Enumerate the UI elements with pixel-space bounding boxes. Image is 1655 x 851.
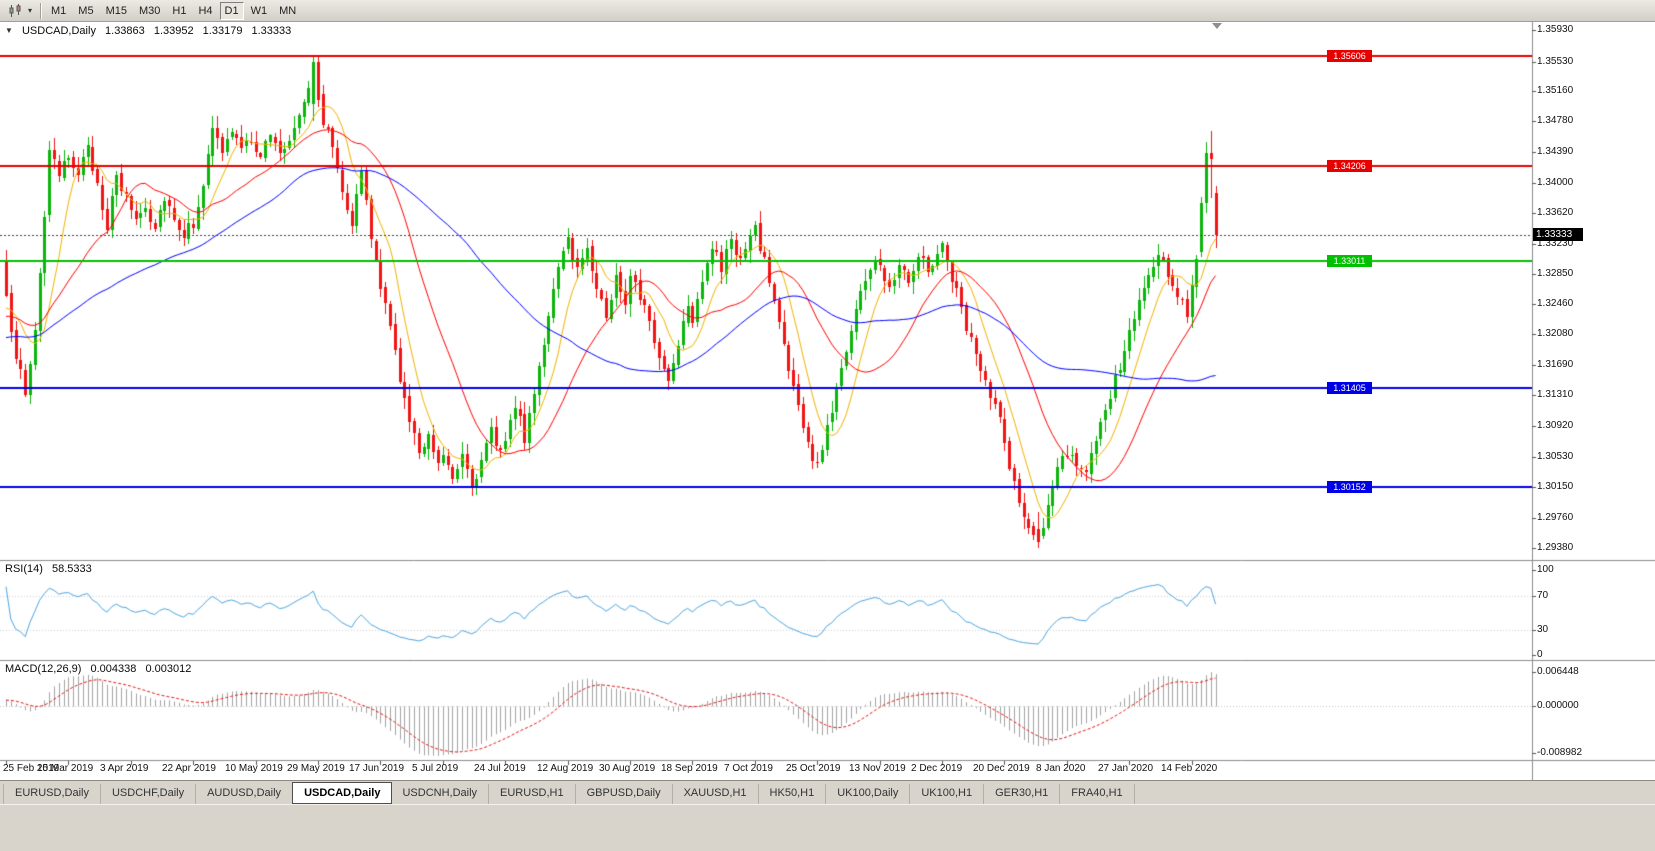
timeframe-toolbar: ▾ M1 M5 M15 M30 H1 H4 D1 W1 MN [0, 0, 1655, 22]
chart-tab-audusd-daily[interactable]: AUDUSD,Daily [196, 784, 294, 804]
price-axis-label: 1.29760 [1537, 511, 1574, 523]
price-axis-label: 1.30920 [1537, 420, 1574, 432]
price-axis-label: 1.33620 [1537, 206, 1574, 218]
symbol-timeframe-label: USDCAD,Daily [21, 25, 96, 37]
timeframe-button-m30[interactable]: M30 [138, 4, 161, 17]
quote-close: 1.33333 [251, 25, 292, 37]
chart-tab-uk100-daily[interactable]: UK100,Daily [826, 784, 911, 804]
price-chart-canvas[interactable] [0, 22, 1655, 780]
price-level-tag: 1.31405 [1327, 381, 1372, 394]
date-axis-label: 25 Oct 2019 [786, 763, 841, 774]
chart-tab-fra40-h1[interactable]: FRA40,H1 [1060, 784, 1135, 804]
macd-main-value: 0.004338 [90, 663, 137, 675]
date-axis-label: 15 Mar 2019 [37, 763, 94, 774]
chart-type-icon[interactable] [5, 2, 25, 20]
date-axis-label: 25 Feb 2019 [3, 763, 60, 774]
rsi-axis-label: 100 [1537, 564, 1554, 575]
date-axis-label: 18 Sep 2019 [661, 763, 718, 774]
price-axis-label: 1.32850 [1537, 267, 1574, 279]
quote-open: 1.33863 [105, 25, 145, 37]
date-axis-label: 3 Apr 2019 [100, 763, 149, 774]
chart-tab-usdchf-daily[interactable]: USDCHF,Daily [101, 784, 197, 804]
date-axis-label: 5 Jul 2019 [412, 763, 459, 774]
date-axis-label: 22 Apr 2019 [162, 763, 216, 774]
timeframe-button-m15[interactable]: M15 [105, 4, 127, 17]
chart-tab-eurusd-h1[interactable]: EURUSD,H1 [489, 784, 576, 804]
rsi-indicator-header: RSI(14) 58.5333 [5, 563, 98, 575]
rsi-axis-label: 30 [1537, 623, 1549, 635]
price-axis-label: 1.31310 [1537, 389, 1574, 401]
date-axis-label: 7 Oct 2019 [724, 763, 773, 774]
chart-tab-eurusd-daily[interactable]: EURUSD,Daily [3, 784, 101, 804]
date-axis-label: 10 May 2019 [225, 763, 283, 774]
price-axis-label: 1.34390 [1537, 145, 1574, 157]
price-axis[interactable]: 1.35930 1.35530 1.35160 1.34780 1.34390 1.340… [1532, 22, 1655, 780]
price-axis-label: 1.32460 [1537, 298, 1574, 310]
date-axis-label: 29 May 2019 [287, 763, 345, 774]
time-axis[interactable]: 25 Feb 2019 15 Mar 2019 3 Apr 2019 22 Apr 2… [0, 760, 1532, 780]
price-axis-label: 1.34000 [1537, 176, 1574, 188]
timeframe-buttons-group: M1 M5 M15 M30 H1 H4 D1 W1 MN [46, 1, 301, 20]
quote-low: 1.33179 [202, 25, 243, 37]
chart-tab-gbpusd-daily[interactable]: GBPUSD,Daily [576, 784, 673, 804]
status-bar [0, 804, 1655, 851]
quote-high: 1.33952 [153, 25, 194, 37]
rsi-axis-label: 70 [1537, 589, 1549, 601]
chart-tab-bar: EURUSD,Daily USDCHF,Daily AUDUSD,Daily USDC… [0, 780, 1655, 804]
date-axis-label: 8 Jan 2020 [1036, 763, 1086, 774]
macd-axis-label: -0.008982 [1537, 747, 1583, 758]
macd-indicator-header: MACD(12,26,9) 0.004338 0.003012 [5, 663, 197, 675]
date-axis-label: 13 Nov 2019 [849, 763, 906, 774]
chart-shift-marker[interactable] [1212, 23, 1222, 29]
price-axis-label: 1.29380 [1537, 542, 1574, 553]
date-axis-label: 24 Jul 2019 [474, 763, 526, 774]
date-axis-label: 12 Aug 2019 [537, 763, 594, 774]
rsi-axis-label: 0 [1537, 649, 1543, 660]
date-axis-label: 20 Dec 2019 [973, 763, 1030, 774]
chart-tab-uk100-h1[interactable]: UK100,H1 [910, 784, 985, 804]
price-level-tag: 1.35606 [1327, 49, 1372, 62]
price-axis-label: 1.33230 [1537, 237, 1574, 249]
date-axis-label: 27 Jan 2020 [1098, 763, 1154, 774]
timeframe-button-d1[interactable]: D1 [219, 1, 244, 20]
timeframe-button-w1[interactable]: W1 [250, 4, 268, 17]
chart-tab-hk50-h1[interactable]: HK50,H1 [759, 784, 827, 804]
toolbar-separator [40, 2, 41, 19]
date-axis-label: 14 Feb 2020 [1161, 763, 1218, 774]
price-axis-label: 1.32080 [1537, 328, 1574, 340]
rsi-value: 58.5333 [51, 563, 92, 575]
timeframe-button-m1[interactable]: M1 [51, 4, 67, 17]
price-axis-label: 1.34780 [1537, 114, 1574, 126]
price-axis-label: 1.35160 [1537, 84, 1574, 96]
date-axis-label: 17 Jun 2019 [349, 763, 405, 774]
macd-axis-label: 0.000000 [1537, 699, 1579, 711]
rsi-label: RSI(14) [5, 563, 43, 575]
chart-tab-ger30-h1[interactable]: GER30,H1 [984, 784, 1061, 804]
current-price-tag: 1.33333 [1533, 228, 1583, 242]
chart-tab-usdcad-daily[interactable]: USDCAD,Daily [292, 782, 393, 804]
price-axis-label: 1.30530 [1537, 451, 1574, 463]
chart-quote-header: ▼ USDCAD,Daily 1.33863 1.33952 1.33179 1… [5, 25, 297, 37]
symbol-marker-icon: ▼ [5, 26, 13, 35]
timeframe-button-m5[interactable]: M5 [78, 4, 94, 17]
price-level-tag: 1.34206 [1327, 160, 1372, 173]
timeframe-button-h1[interactable]: H1 [172, 4, 187, 17]
date-axis-label: 30 Aug 2019 [599, 763, 656, 774]
price-axis-label: 1.35530 [1537, 55, 1574, 67]
price-axis-label: 1.35930 [1537, 24, 1574, 35]
price-axis-label: 1.31690 [1537, 359, 1574, 371]
price-level-tag: 1.33011 [1327, 254, 1372, 267]
macd-label: MACD(12,26,9) [5, 663, 82, 675]
date-axis-label: 2 Dec 2019 [911, 763, 963, 774]
timeframe-button-h4[interactable]: H4 [198, 4, 213, 17]
timeframe-button-mn[interactable]: MN [279, 4, 297, 17]
chart-tab-usdcnh-daily[interactable]: USDCNH,Daily [391, 784, 490, 804]
macd-signal-value: 0.003012 [145, 663, 192, 675]
price-level-tag: 1.30152 [1327, 480, 1372, 493]
chart-tab-xauusd-h1[interactable]: XAUUSD,H1 [673, 784, 759, 804]
chart-type-dropdown-caret-icon[interactable]: ▾ [27, 6, 32, 15]
macd-axis-label: 0.006448 [1537, 666, 1579, 677]
price-axis-label: 1.30150 [1537, 481, 1574, 493]
